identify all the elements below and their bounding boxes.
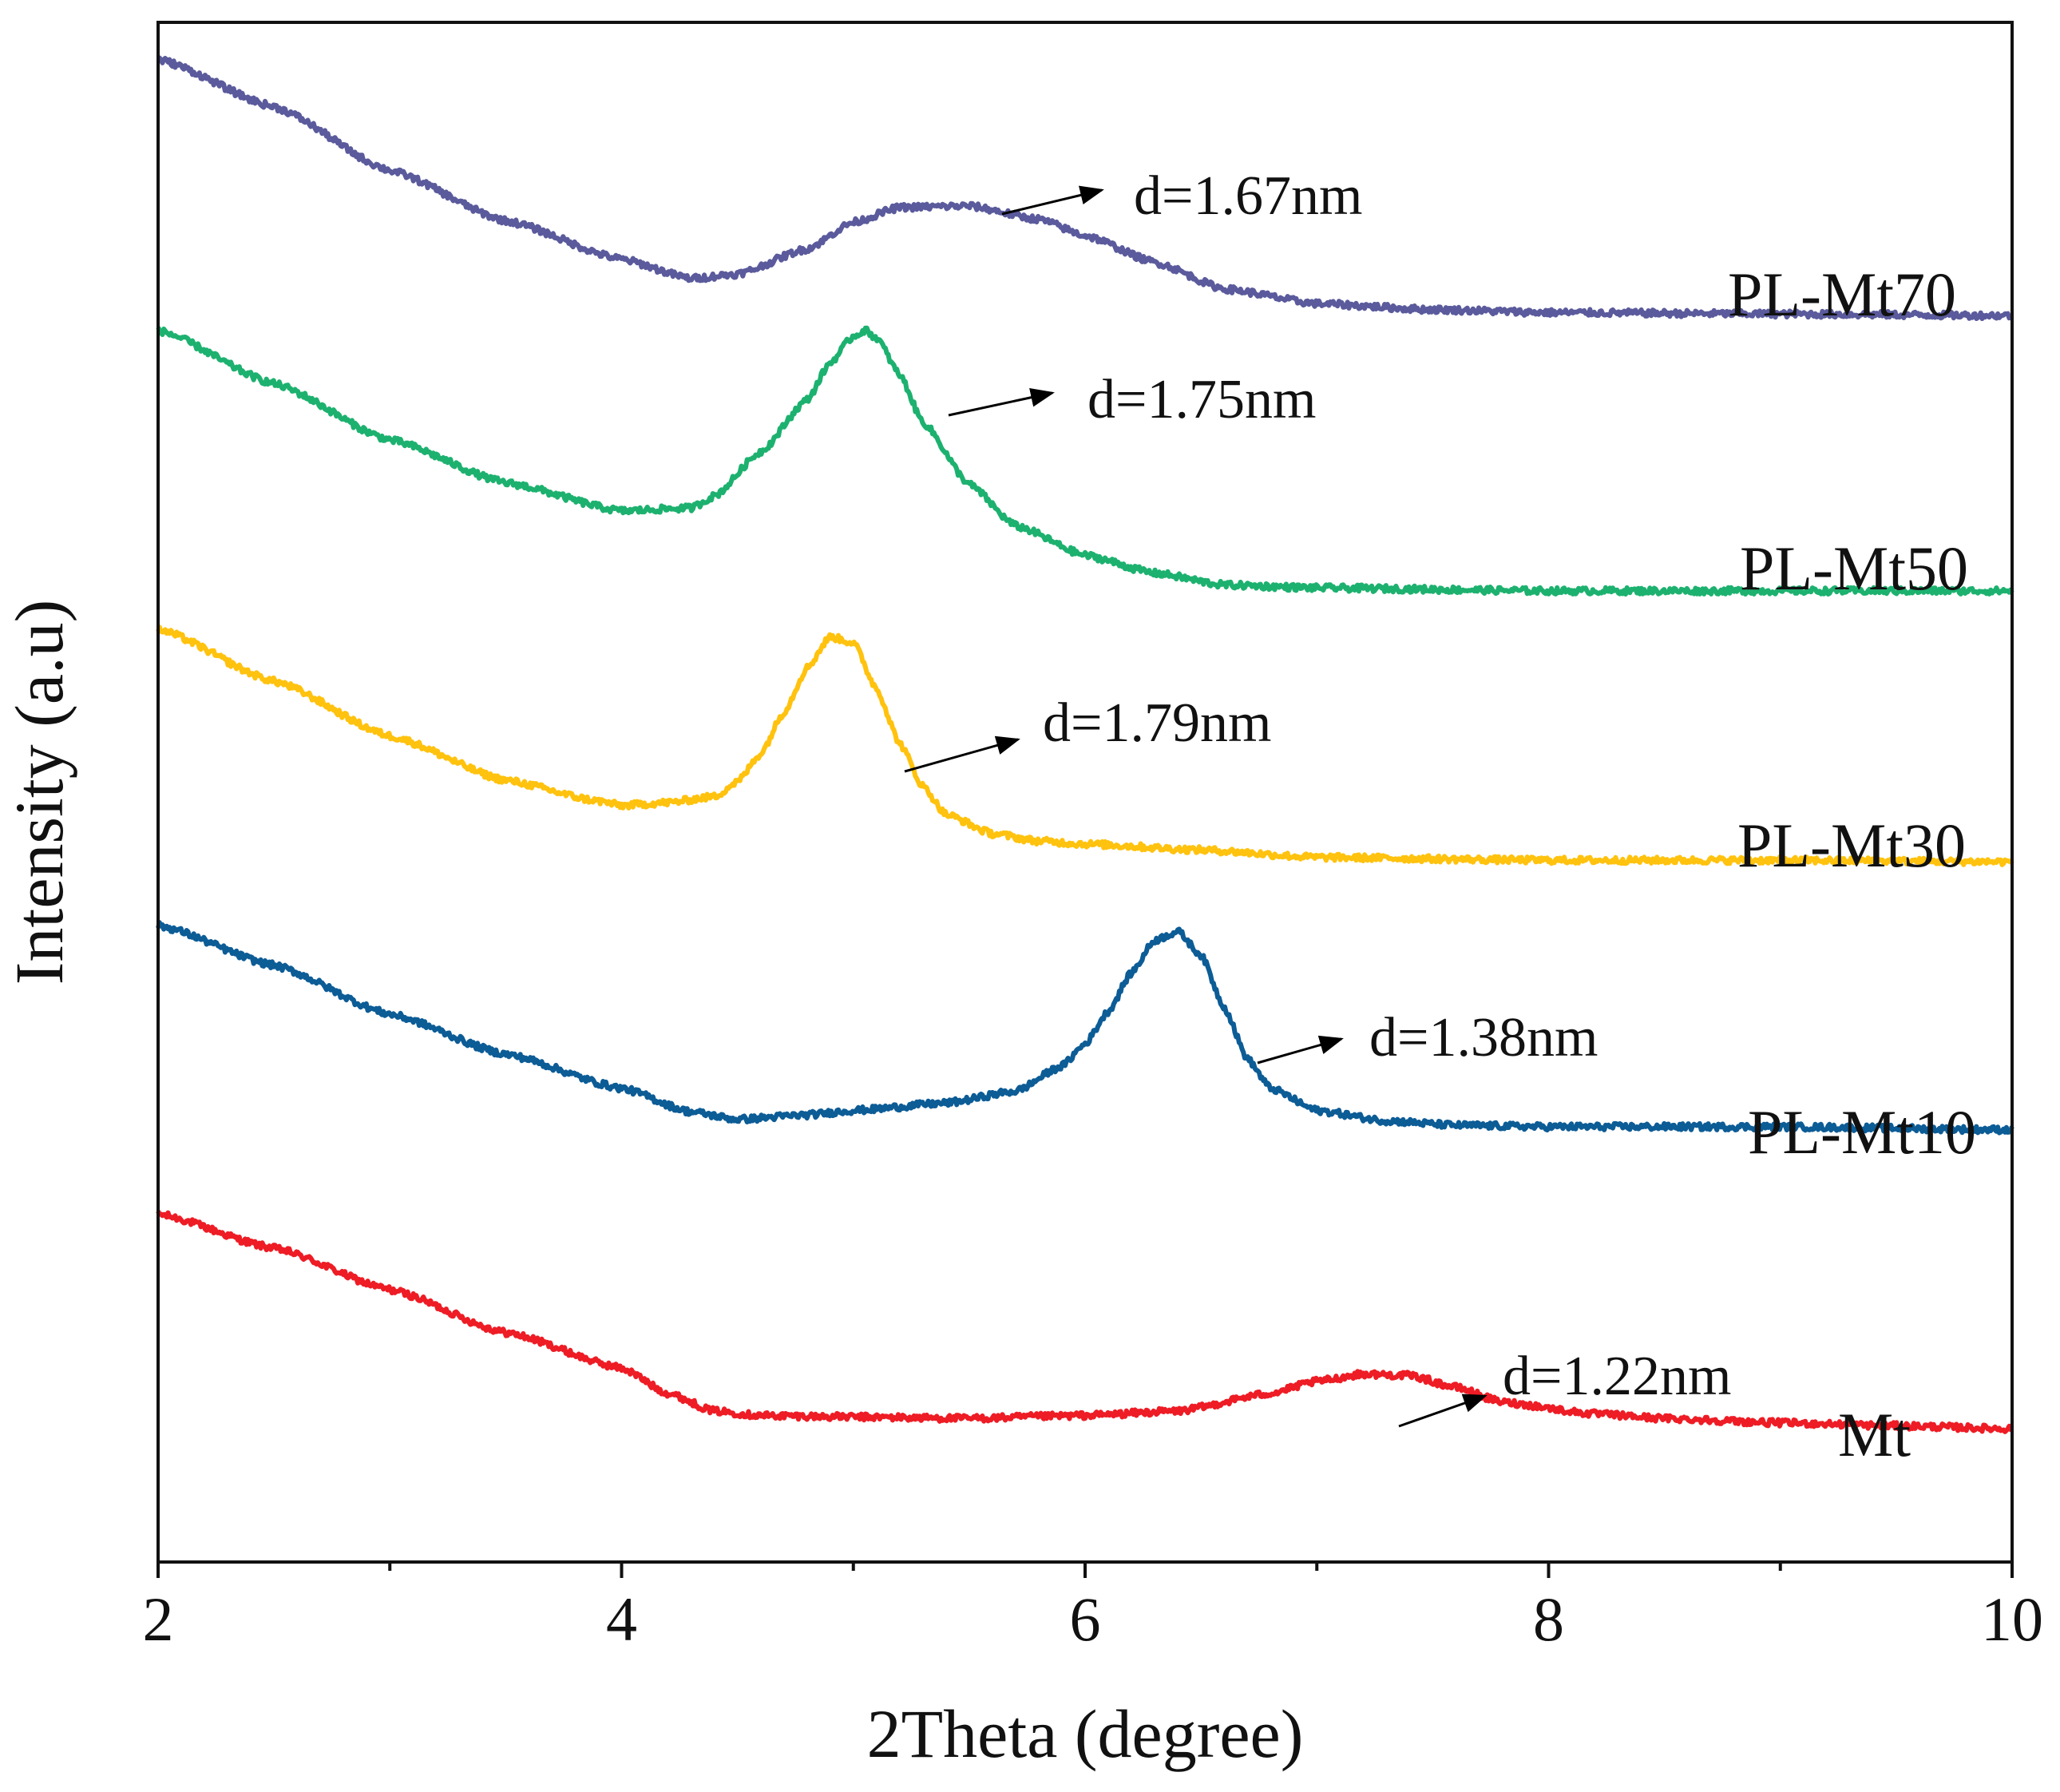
x-tick-label: 10 — [1981, 1584, 2043, 1654]
xrd-chart: Mt d=1.22nm PL-Mt10 d=1.38nm PL-Mt30 d=1.79nm… — [0, 0, 2060, 1792]
d-spacing-annotation: d=1.67nm — [1134, 165, 1362, 227]
d-spacing-annotation: d=1.38nm — [1369, 1007, 1598, 1068]
d-spacing-annotation: d=1.79nm — [1043, 692, 1271, 754]
series-label-pl-mt30: PL-Mt30 — [1737, 811, 1966, 880]
d-spacing-annotation: d=1.75nm — [1087, 369, 1316, 430]
x-axis-title: 2Theta (degree) — [867, 1695, 1304, 1772]
series-label-pl-mt10: PL-Mt10 — [1748, 1097, 1976, 1167]
x-tick-label: 4 — [606, 1584, 637, 1654]
series-label-mt: Mt — [1838, 1400, 1911, 1469]
x-tick-label: 8 — [1533, 1584, 1564, 1654]
x-tick-label: 6 — [1070, 1584, 1101, 1654]
series-label-pl-mt50: PL-Mt50 — [1740, 533, 1968, 603]
y-axis-title: Intensity (a.u) — [1, 600, 77, 985]
series-label-pl-mt70: PL-Mt70 — [1728, 260, 1956, 329]
x-tick-label: 2 — [143, 1584, 174, 1654]
d-spacing-annotation: d=1.22nm — [1503, 1346, 1731, 1407]
